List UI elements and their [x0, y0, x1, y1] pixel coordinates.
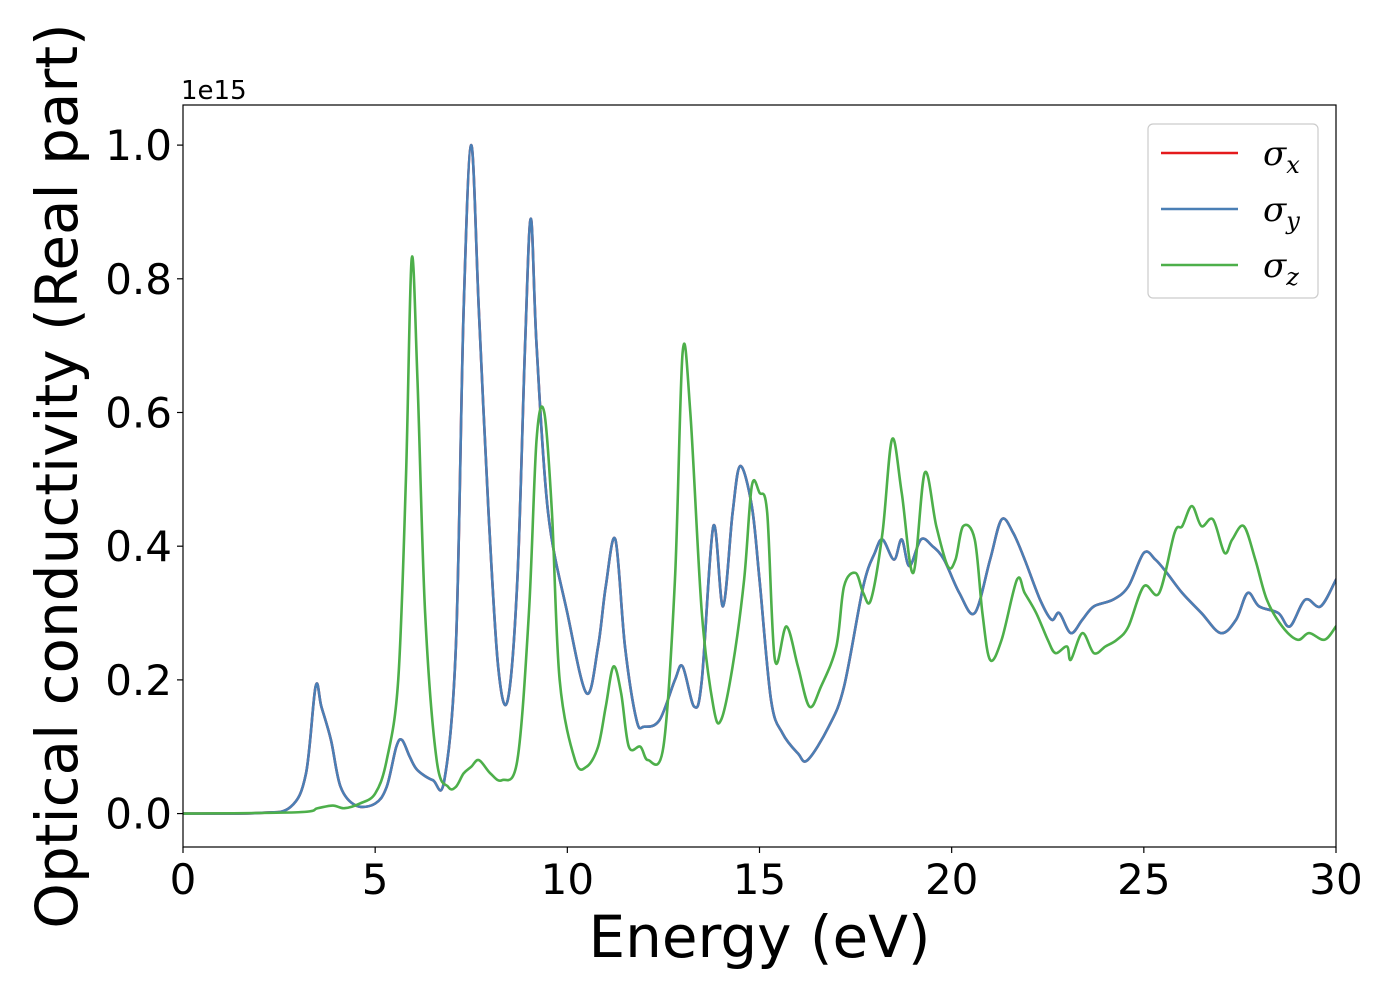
- y-axis: 0.0 0.2 0.4 0.6 0.8 1.0: [105, 121, 183, 839]
- x-tick-label: 10: [541, 855, 594, 904]
- x-axis: 0 5 10 15 20 25 30: [170, 847, 1363, 904]
- x-tick-label: 30: [1309, 855, 1362, 904]
- y-axis-title: Optical conductivity (Real part): [23, 23, 91, 928]
- x-tick-label: 15: [733, 855, 786, 904]
- y-tick-label: 1.0: [105, 121, 172, 170]
- series-layer: [183, 143, 1336, 815]
- y-tick-label: 0.6: [105, 388, 172, 437]
- x-tick-label: 0: [170, 855, 197, 904]
- y-tick-label: 0.4: [105, 522, 172, 571]
- x-tick-label: 5: [362, 855, 389, 904]
- series-line-z: [183, 255, 1336, 815]
- y-tick-label: 0.8: [105, 255, 172, 304]
- x-axis-title: Energy (eV): [588, 903, 930, 971]
- legend-box: [1147, 123, 1319, 299]
- series-line-y: [183, 143, 1336, 815]
- y-tick-label: 0.0: [105, 790, 172, 839]
- y-tick-label: 0.2: [105, 656, 172, 705]
- x-tick-label: 20: [925, 855, 978, 904]
- x-tick-label: 25: [1117, 855, 1170, 904]
- y-offset-label: 1e15: [181, 76, 247, 106]
